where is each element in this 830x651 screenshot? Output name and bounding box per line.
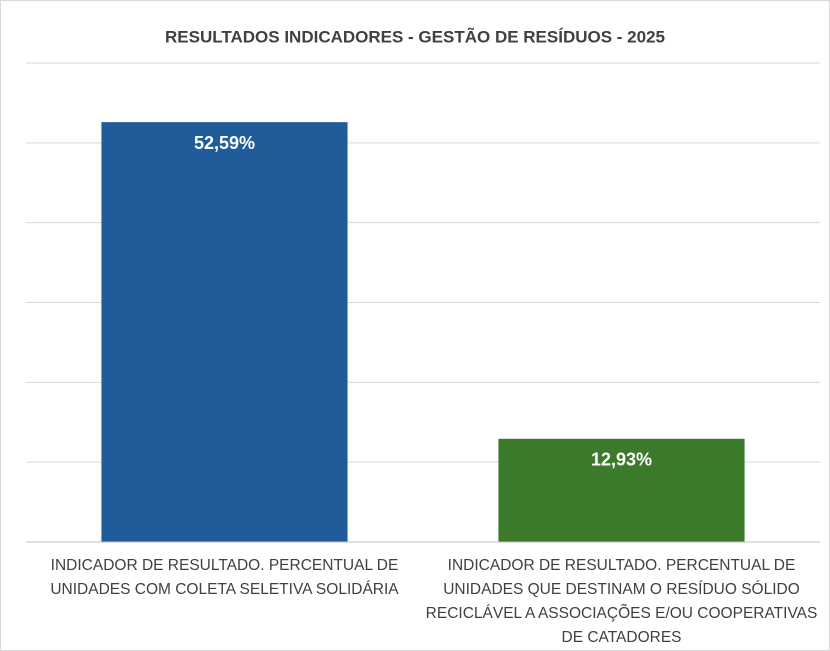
chart-title: RESULTADOS INDICADORES - GESTÃO DE RESÍD… [165, 26, 665, 46]
x-tick-label: INDICADOR DE RESULTADO. PERCENTUAL DE UN… [50, 557, 399, 598]
bar [101, 122, 348, 543]
x-tick-label: INDICADOR DE RESULTADO. PERCENTUAL DE UN… [425, 557, 818, 646]
data-label: 52,59% [194, 133, 255, 153]
bar [498, 438, 745, 542]
data-label: 12,93% [591, 450, 652, 470]
